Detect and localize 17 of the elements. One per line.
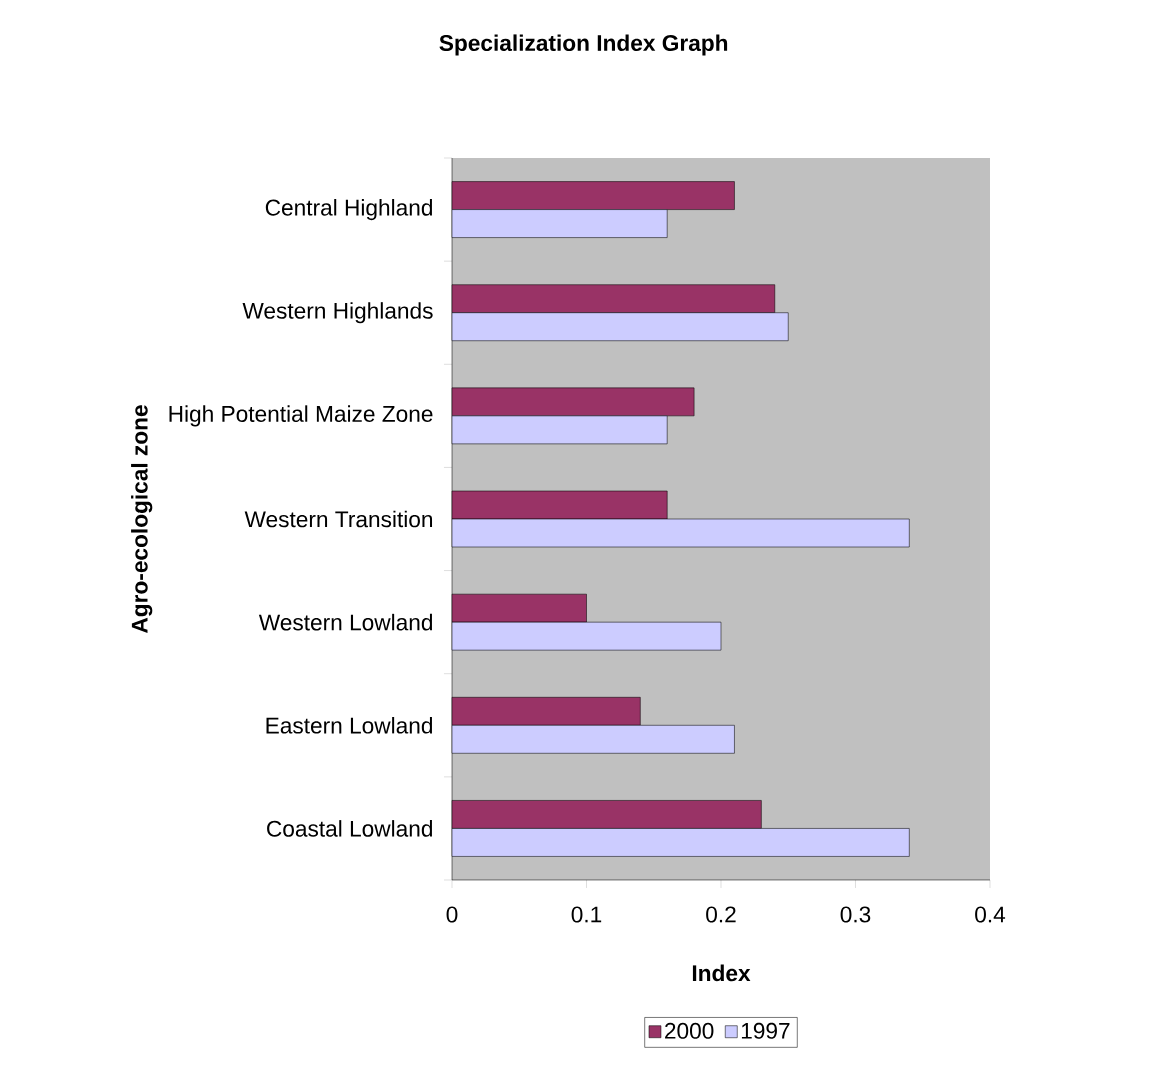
- y-tick-label: Western Highlands: [242, 302, 433, 324]
- legend-label: 2000: [665, 1022, 714, 1039]
- x-tick-label: 0.4: [975, 906, 1006, 923]
- legend-label: 1997: [741, 1022, 790, 1039]
- y-tick-label: Western Lowland: [258, 613, 433, 631]
- y-tick-label: Eastern Lowland: [266, 716, 432, 734]
- chart-title: Specialization Index Graph: [439, 34, 728, 56]
- x-tick-label: 0.1: [571, 906, 602, 923]
- x-tick-label: 0.3: [840, 906, 871, 923]
- y-axis-title: Agro-ecological zone: [131, 405, 153, 634]
- y-tick-label: Central Highland: [265, 199, 432, 221]
- y-tick-label: Coastal Lowland: [267, 820, 432, 837]
- y-tick-label: High Potential Maize Zone: [169, 405, 433, 427]
- x-axis-title: Index: [692, 964, 751, 982]
- x-tick-label: 0: [446, 906, 458, 923]
- y-tick-label: Western Transition: [244, 510, 433, 528]
- x-tick-label: 0.2: [706, 906, 736, 923]
